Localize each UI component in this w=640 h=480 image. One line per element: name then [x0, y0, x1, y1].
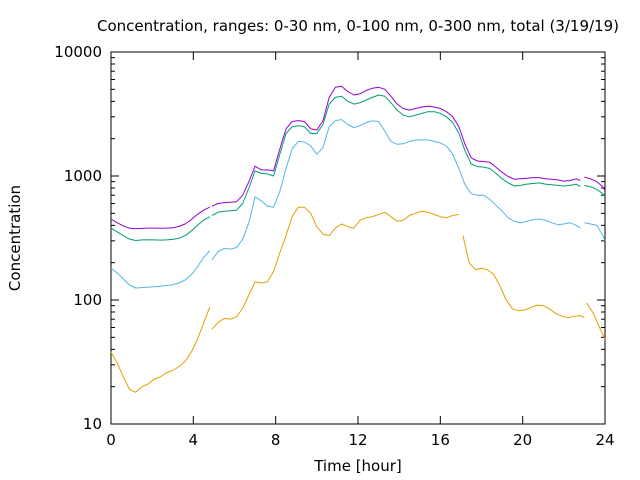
series-3-line-segment-0 — [110, 206, 211, 230]
series-0-line-segment-3 — [586, 302, 606, 340]
x-tick-label: 8 — [271, 431, 281, 449]
series-0-line-segment-1 — [211, 206, 459, 330]
x-axis-title: Time [hour] — [313, 457, 402, 475]
x-axis: 0 4 8 12 16 20 24 — [106, 52, 615, 449]
y-tick-label: 1000 — [64, 167, 102, 185]
plot-frame — [110, 51, 606, 425]
y-tick-label: 100 — [73, 291, 102, 309]
y-axis-title: Concentration — [6, 185, 24, 291]
y-minor-ticks — [111, 57, 605, 388]
x-tick-label: 24 — [595, 431, 614, 449]
series-1-line-segment-1 — [211, 119, 581, 261]
series-1-line-segment-0 — [110, 250, 211, 289]
x-tick-label: 0 — [106, 431, 116, 449]
x-tick-label: 20 — [513, 431, 532, 449]
series-layer — [110, 85, 606, 393]
y-axis: 10 100 1000 10000 — [54, 43, 605, 433]
chart-title: Concentration, ranges: 0-30 nm, 0-100 nm… — [97, 17, 619, 35]
series-3-line-segment-1 — [211, 85, 581, 207]
series-0-line-segment-2 — [462, 235, 585, 319]
series-3-line-segment-2 — [584, 176, 606, 192]
series-0-line-segment-0 — [110, 306, 211, 393]
series-2-line-segment-2 — [584, 184, 606, 198]
x-tick-label: 12 — [348, 431, 367, 449]
series-1-line-segment-2 — [584, 222, 606, 241]
x-tick-label: 4 — [189, 431, 199, 449]
series-2-line-segment-1 — [211, 94, 581, 216]
y-tick-label: 10 — [83, 415, 102, 433]
y-tick-label: 10000 — [54, 43, 102, 61]
x-tick-label: 16 — [431, 431, 450, 449]
series-2-line-segment-0 — [110, 216, 211, 241]
